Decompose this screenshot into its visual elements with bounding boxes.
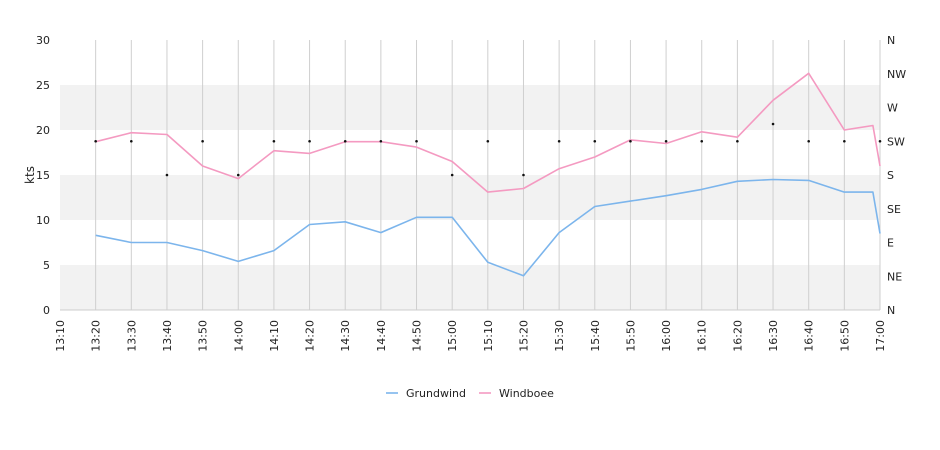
y-tick-label: 15 [36, 169, 50, 182]
legend[interactable]: Grundwind Windboee [386, 387, 554, 400]
direction-point [664, 139, 668, 143]
x-tick-label: 15:30 [553, 320, 566, 352]
direction-tick-label: N [887, 304, 895, 317]
direction-tick-label: S [887, 169, 894, 182]
direction-point [308, 139, 311, 143]
x-tick-label: 15:50 [624, 320, 637, 352]
y-tick-label: 25 [36, 79, 50, 92]
y-axis-title: kts [23, 166, 37, 184]
legend-item-windboee[interactable]: Windboee [479, 387, 554, 400]
x-tick-label: 15:20 [517, 320, 530, 352]
direction-tick-label: N [887, 34, 895, 47]
direction-point [736, 139, 739, 143]
plot-band [60, 265, 880, 310]
direction-tick-label: E [887, 237, 894, 250]
x-tick-label: 13:20 [90, 320, 103, 352]
direction-point [450, 173, 454, 177]
x-tick-label: 14:10 [268, 320, 281, 352]
series-line-grundwind [95, 178, 881, 277]
x-tick-label: 13:50 [197, 320, 210, 352]
direction-point [94, 139, 97, 143]
direction-point [557, 139, 561, 143]
direction-point [700, 139, 704, 143]
direction-point [272, 139, 276, 143]
x-tick-label: 14:20 [304, 320, 317, 352]
y-tick-label: 30 [36, 34, 50, 47]
y-tick-label: 0 [43, 304, 50, 317]
x-tick-label: 16:40 [803, 320, 816, 352]
plot-bands [60, 85, 880, 311]
direction-point [236, 173, 240, 177]
direction-point [593, 139, 597, 143]
direction-point [130, 139, 133, 143]
direction-tick-label: NW [887, 68, 906, 81]
x-tick-label: 14:40 [375, 320, 388, 352]
direction-point [486, 139, 490, 143]
direction-point [629, 139, 632, 143]
direction-point [165, 173, 169, 177]
x-tick-label: 14:50 [411, 320, 424, 352]
x-tick-label: 13:40 [161, 320, 174, 352]
x-tick-label: 15:40 [589, 320, 602, 352]
direction-tick-label: SW [887, 135, 905, 148]
direction-point [771, 122, 775, 126]
series-line-windboee [95, 72, 881, 193]
series-lines [95, 72, 881, 277]
y-axis-left: 0 5 10 15 20 25 30 [36, 34, 50, 317]
x-tick-label: 13:10 [54, 320, 67, 352]
x-tick-label: 14:30 [339, 320, 352, 352]
y-axis-right-direction: N NE E SE S SW W NW N [887, 34, 906, 317]
direction-point [415, 139, 418, 143]
direction-point [843, 139, 846, 143]
direction-point [343, 139, 347, 143]
legend-label: Grundwind [406, 387, 466, 400]
x-tick-label: 15:00 [446, 320, 459, 352]
plot-band [60, 175, 880, 220]
direction-point [379, 139, 383, 143]
direction-tick-label: W [887, 102, 898, 115]
x-tick-label: 16:00 [660, 320, 673, 352]
plot-band [60, 85, 880, 130]
legend-item-grundwind[interactable]: Grundwind [386, 387, 466, 400]
x-tick-label: 16:30 [767, 320, 780, 352]
x-tick-label: 15:10 [482, 320, 495, 352]
direction-tick-label: NE [887, 270, 902, 283]
x-tick-label: 13:30 [125, 320, 138, 352]
y-tick-label: 5 [43, 259, 50, 272]
y-tick-label: 20 [36, 124, 50, 137]
x-tick-label: 16:10 [696, 320, 709, 352]
direction-point [522, 173, 525, 177]
x-tick-label: 17:00 [874, 320, 887, 352]
direction-markers [94, 122, 882, 177]
y-tick-label: 10 [36, 214, 50, 227]
direction-point [201, 139, 204, 143]
direction-point [807, 139, 810, 143]
direction-tick-label: SE [887, 203, 901, 216]
x-tick-label: 16:20 [731, 320, 744, 352]
x-tick-label: 16:50 [838, 320, 851, 352]
x-axis: 13:10 13:20 13:30 13:40 13:50 14:00 14:10 14:20… [54, 320, 887, 352]
direction-point [878, 139, 882, 143]
x-tick-label: 14:00 [232, 320, 245, 352]
legend-label: Windboee [499, 387, 554, 400]
